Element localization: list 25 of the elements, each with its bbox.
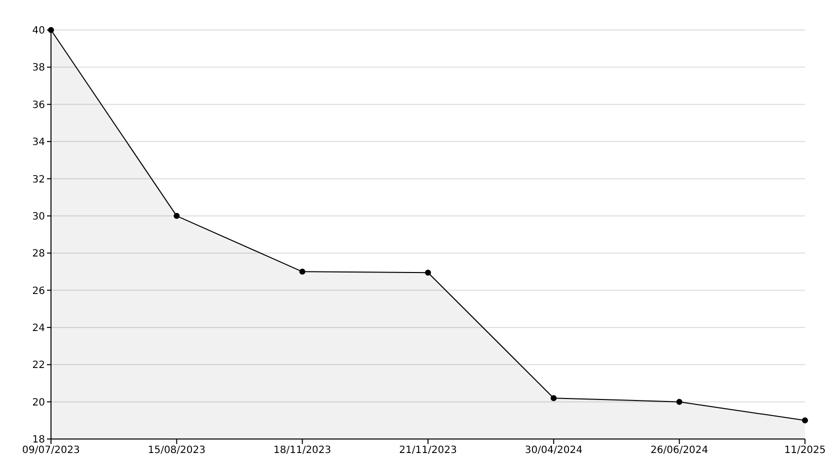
point xyxy=(676,398,682,405)
x-tick-label: 26/06/2024 xyxy=(650,445,708,456)
point xyxy=(299,268,306,275)
point xyxy=(174,212,180,219)
y-tick-label: 36 xyxy=(32,100,45,111)
x-tick-label: 30/04/2024 xyxy=(524,445,582,456)
y-tick-label: 18 xyxy=(32,434,45,446)
point xyxy=(550,395,557,402)
y-tick-label: 32 xyxy=(32,174,45,186)
y-tick-label: 20 xyxy=(32,397,45,408)
y-tick-label: 30 xyxy=(32,211,45,222)
x-tick-label: 09/07/2023 xyxy=(22,445,80,456)
y-tick-label: 34 xyxy=(32,137,45,148)
y-tick-label: 38 xyxy=(32,62,45,74)
y-tick-label: 22 xyxy=(32,360,45,372)
y-tick-label: 26 xyxy=(32,286,45,297)
x-tick-label: 18/11/2023 xyxy=(274,445,332,456)
x-tick-label: 11/2025 xyxy=(784,445,826,456)
point xyxy=(802,417,808,424)
x-tick-label: 15/08/2023 xyxy=(148,445,206,456)
y-tick-label: 40 xyxy=(32,26,45,37)
x-tick-label: 21/11/2023 xyxy=(399,445,457,456)
y-tick-label: 24 xyxy=(32,323,45,334)
point xyxy=(425,270,431,276)
y-tick-label: 28 xyxy=(32,248,45,260)
